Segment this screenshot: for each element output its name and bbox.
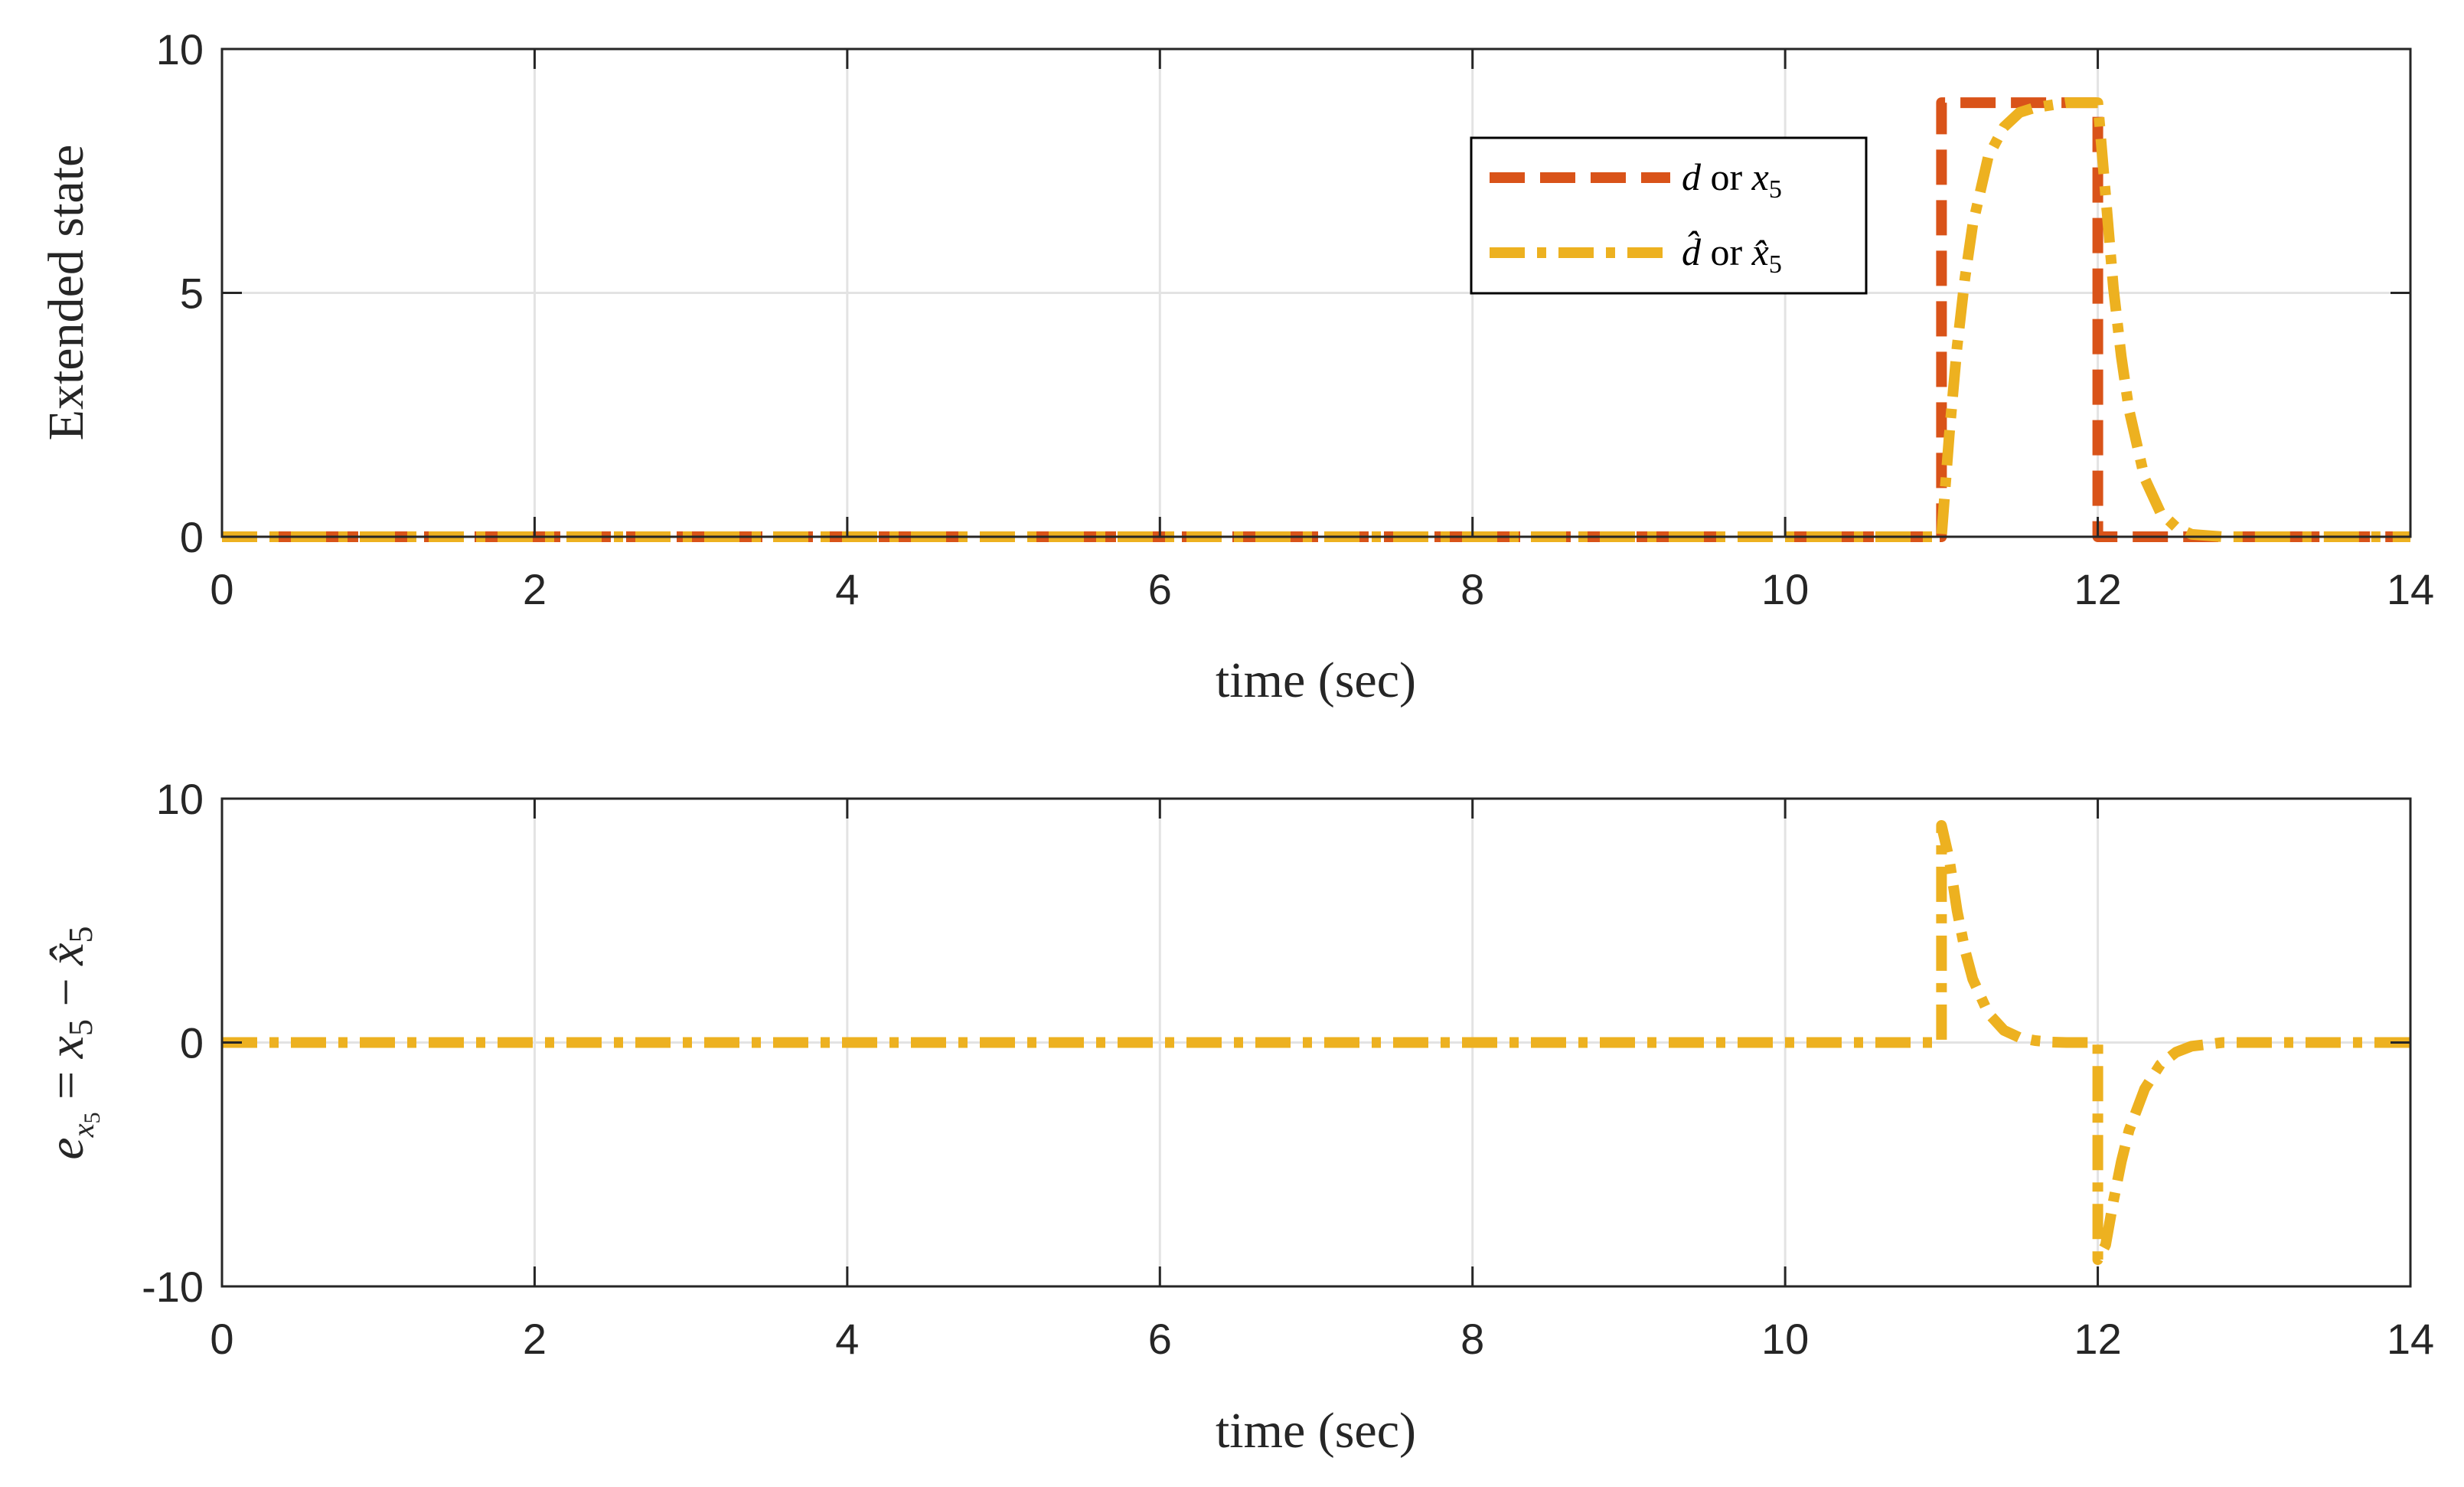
plot2-x-tick-label: 4 bbox=[835, 1315, 859, 1363]
plot2-x-tick-label: 14 bbox=[2387, 1315, 2434, 1363]
legend-label-d: d or x5 bbox=[1682, 155, 1782, 204]
plot1-y-tick-label: 10 bbox=[156, 25, 204, 74]
plot1-y-axis-label: Extended state bbox=[38, 145, 94, 441]
plot2-series-0-line bbox=[222, 820, 2410, 1265]
plot1-y-tick-labels: 0 5 10 bbox=[156, 25, 204, 561]
plot1-x-tick-label: 8 bbox=[1460, 565, 1484, 613]
plot2-x-axis-label: time (sec) bbox=[1216, 1403, 1416, 1459]
plot1-series-1-line bbox=[222, 97, 2410, 542]
plot1-x-tick-label: 0 bbox=[210, 565, 233, 613]
plot2-x-tick-label: 10 bbox=[1761, 1315, 1809, 1363]
legend-label-dhat: d̂ or x̂5 bbox=[1682, 230, 1782, 279]
plot2-y-tick-labels: -10 0 10 bbox=[142, 775, 204, 1311]
plot2-y-tick-label: 0 bbox=[180, 1019, 204, 1067]
plot2-ticks bbox=[220, 797, 2412, 1288]
plot2-x-tick-label: 8 bbox=[1460, 1315, 1484, 1363]
plot2-series bbox=[222, 820, 2410, 1265]
plot1-ticks bbox=[220, 47, 2412, 538]
plot1-y-tick-label: 5 bbox=[180, 270, 204, 318]
plot1-x-tick-label: 10 bbox=[1761, 565, 1809, 613]
plot2-x-tick-label: 6 bbox=[1148, 1315, 1172, 1363]
plot1-x-tick-label: 6 bbox=[1148, 565, 1172, 613]
extended-state-plot: 0 2 4 6 8 10 12 14 0 5 10 time (sec) Extended sta… bbox=[38, 25, 2434, 708]
plot2-x-tick-label: 2 bbox=[523, 1315, 547, 1363]
plot2-y-tick-label: 10 bbox=[156, 775, 204, 823]
plot2-y-axis-label: ex5 = x5 − x̂5 bbox=[38, 926, 105, 1159]
plot2-y-tick-label: -10 bbox=[142, 1263, 204, 1311]
plot1-x-tick-label: 12 bbox=[2074, 565, 2121, 613]
legend-box bbox=[1470, 136, 1868, 295]
plot1-legend: d or x5 d̂ or x̂5 bbox=[1470, 136, 1868, 295]
plot1-y-tick-label: 0 bbox=[180, 513, 204, 561]
plot1-x-tick-label: 4 bbox=[835, 565, 859, 613]
plot1-x-tick-label: 14 bbox=[2387, 565, 2434, 613]
plot2-x-tick-label: 0 bbox=[210, 1315, 233, 1363]
plot1-x-tick-label: 2 bbox=[523, 565, 547, 613]
plot1-x-tick-labels: 0 2 4 6 8 10 12 14 bbox=[210, 565, 2434, 613]
plot1-x-axis-label: time (sec) bbox=[1216, 652, 1416, 708]
plot2-x-tick-label: 12 bbox=[2074, 1315, 2121, 1363]
plot2-x-tick-labels: 0 2 4 6 8 10 12 14 bbox=[210, 1315, 2434, 1363]
